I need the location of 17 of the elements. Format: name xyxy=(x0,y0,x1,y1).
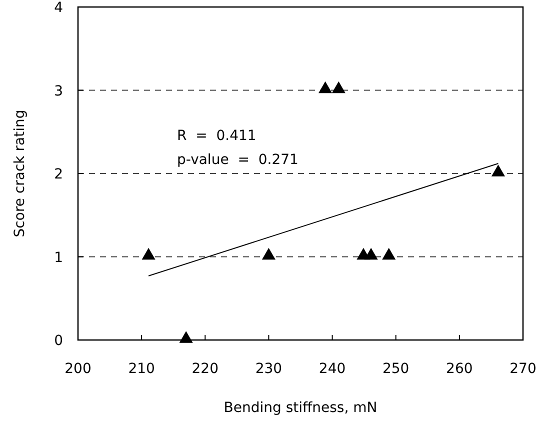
x-tick-label: 270 xyxy=(510,361,536,377)
y-tick-label: 0 xyxy=(54,333,63,349)
x-tick-label: 250 xyxy=(382,361,410,377)
y-tick-label: 4 xyxy=(54,0,64,16)
annotation: R = 0.411 xyxy=(177,128,256,144)
x-tick-label: 240 xyxy=(318,361,346,377)
x-tick-label: 230 xyxy=(255,361,282,377)
x-tick-label: 220 xyxy=(192,361,219,377)
annotation: p-value = 0.271 xyxy=(177,152,298,168)
y-tick-label: 2 xyxy=(54,166,63,182)
y-tick-label: 3 xyxy=(54,83,63,100)
x-tick-label: 260 xyxy=(446,361,473,377)
x-axis-title: Bending stiffness, mN xyxy=(224,400,378,416)
y-tick-label: 1 xyxy=(54,250,63,266)
x-tick-label: 200 xyxy=(64,361,92,377)
x-tick-label: 210 xyxy=(128,361,155,377)
y-axis-title: Score crack rating xyxy=(12,110,28,238)
